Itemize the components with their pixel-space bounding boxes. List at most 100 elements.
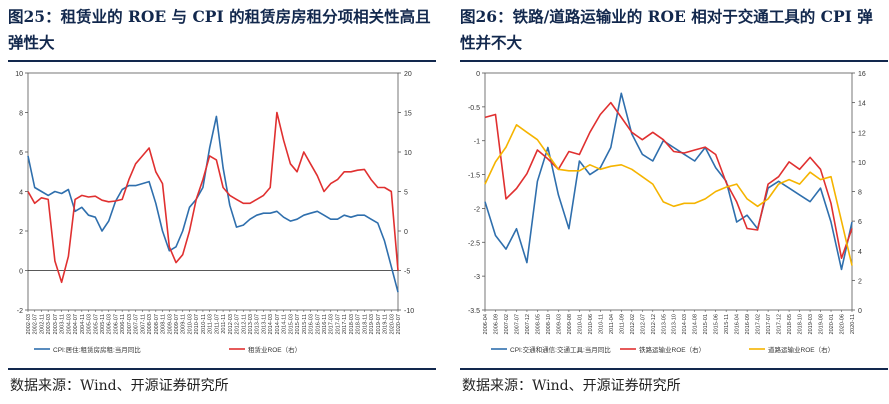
title-rule bbox=[460, 60, 888, 62]
x-tick-label: 2020-11 bbox=[850, 314, 856, 334]
right-tick-label: -5 bbox=[404, 269, 410, 276]
x-tick-label: 2006-03 bbox=[107, 314, 113, 335]
right-tick-label: 10 bbox=[858, 160, 866, 167]
left-tick-label: -2.5 bbox=[468, 240, 480, 247]
x-tick-label: 2015-07 bbox=[295, 314, 301, 335]
left-tick-label: -3 bbox=[474, 274, 480, 281]
x-tick-label: 2005-03 bbox=[87, 314, 93, 335]
left-tick-label: 4 bbox=[19, 190, 23, 197]
x-tick-label: 2020-03 bbox=[389, 314, 395, 335]
x-tick-label: 2019-03 bbox=[369, 314, 375, 335]
source-rule bbox=[8, 368, 436, 370]
x-tick-label: 2017-11 bbox=[342, 314, 348, 334]
x-tick-label: 2015-01 bbox=[703, 314, 709, 335]
x-tick-label: 2016-09 bbox=[745, 314, 751, 335]
x-tick-label: 2008-03 bbox=[147, 314, 153, 335]
x-tick-label: 2006-11 bbox=[120, 314, 126, 334]
left-tick-label: 10 bbox=[15, 71, 23, 78]
figure-26: 图26：铁路/道路运输业的 ROE 相对于交通工具的 CPI 弹性并不大 -3.… bbox=[452, 0, 889, 404]
plot-frame bbox=[484, 72, 853, 311]
figure-source: 数据来源：Wind、开源证券研究所 bbox=[10, 378, 229, 394]
x-tick-label: 2004-07 bbox=[73, 314, 79, 335]
x-tick-label: 2002-03 bbox=[26, 314, 32, 335]
left-tick-label: 8 bbox=[19, 111, 23, 118]
left-tick-label: -0.5 bbox=[468, 105, 480, 112]
right-tick-label: -10 bbox=[404, 308, 414, 315]
series-line-1 bbox=[27, 111, 399, 284]
x-tick-label: 2007-12 bbox=[525, 314, 531, 335]
figure-title: 图25：租赁业的 ROE 与 CPI 的租赁房房租分项相关性高且弹性大 bbox=[8, 7, 431, 52]
x-tick-label: 2018-05 bbox=[787, 314, 793, 335]
x-tick-label: 2010-11 bbox=[598, 314, 604, 334]
x-tick-label: 2007-02 bbox=[504, 314, 510, 335]
left-tick-label: 6 bbox=[19, 150, 23, 157]
series-line-0 bbox=[27, 115, 399, 293]
right-tick-label: 12 bbox=[858, 130, 866, 137]
x-tick-label: 2002-07 bbox=[33, 314, 39, 335]
x-tick-label: 2004-03 bbox=[66, 314, 72, 335]
x-tick-label: 2012-11 bbox=[241, 314, 247, 334]
x-tick-label: 2008-07 bbox=[154, 314, 160, 335]
x-tick-label: 2014-03 bbox=[682, 314, 688, 335]
x-tick-label: 2003-11 bbox=[60, 314, 66, 334]
legend-label: 道路运输业ROE（右） bbox=[768, 345, 834, 354]
left-tick-label: -3.5 bbox=[468, 308, 480, 315]
x-tick-label: 2013-05 bbox=[661, 314, 667, 335]
x-tick-label: 2007-11 bbox=[140, 314, 146, 334]
x-tick-label: 2016-11 bbox=[322, 314, 328, 334]
right-tick-label: 10 bbox=[404, 150, 412, 157]
x-tick-label: 2010-01 bbox=[577, 314, 583, 335]
x-tick-label: 2014-07 bbox=[275, 314, 281, 335]
right-tick-label: 20 bbox=[404, 71, 412, 78]
x-tick-label: 2016-07 bbox=[315, 314, 321, 335]
x-tick-label: 2018-07 bbox=[356, 314, 362, 335]
right-tick-label: 15 bbox=[404, 111, 412, 118]
series-line-1 bbox=[484, 101, 853, 259]
x-tick-label: 2006-04 bbox=[483, 314, 489, 335]
figure-title: 图26：铁路/道路运输业的 ROE 相对于交通工具的 CPI 弹性并不大 bbox=[460, 7, 873, 52]
x-tick-label: 2014-08 bbox=[693, 314, 699, 335]
x-tick-label: 2006-07 bbox=[113, 314, 119, 335]
x-tick-label: 2020-07 bbox=[396, 314, 402, 335]
x-tick-label: 2007-07 bbox=[134, 314, 140, 335]
x-tick-label: 2003-03 bbox=[46, 314, 52, 335]
left-tick-label: -2 bbox=[17, 308, 23, 315]
right-tick-label: 6 bbox=[858, 219, 862, 226]
x-tick-label: 2019-11 bbox=[383, 314, 389, 334]
x-tick-label: 2011-03 bbox=[208, 314, 214, 334]
x-tick-label: 2007-07 bbox=[514, 314, 520, 335]
rent-roe-chart: -2 0 2 4 6 8 10 -10 -5 0 5 10 15 20 2002-03 2002-07 2002… bbox=[15, 71, 414, 354]
x-tick-label: 2012-03 bbox=[228, 314, 234, 335]
left-tick-label: 0 bbox=[19, 269, 23, 276]
legend-label: CPI:交通和通信:交通工具:当月同比 bbox=[510, 345, 611, 354]
right-tick-label: 0 bbox=[858, 308, 862, 315]
left-tick-label: 2 bbox=[19, 229, 23, 236]
legend-label: CPI:居住:租赁房房租:当月同比 bbox=[53, 345, 141, 354]
x-tick-label: 2011-07 bbox=[214, 314, 220, 334]
x-tick-label: 2015-06 bbox=[714, 314, 720, 335]
x-tick-label: 2005-07 bbox=[93, 314, 99, 335]
x-tick-label: 2014-03 bbox=[268, 314, 274, 335]
x-tick-label: 2004-11 bbox=[80, 314, 86, 334]
x-tick-label: 2015-03 bbox=[288, 314, 294, 335]
x-tick-label: 2017-03 bbox=[329, 314, 335, 335]
x-tick-label: 2011-11 bbox=[221, 314, 227, 334]
left-tick-label: 0 bbox=[476, 71, 480, 78]
x-tick-label: 2009-03 bbox=[167, 314, 173, 335]
x-tick-label: 2006-09 bbox=[493, 314, 499, 335]
x-tick-label: 2016-03 bbox=[309, 314, 315, 335]
x-tick-label: 2019-07 bbox=[376, 314, 382, 335]
x-tick-label: 2012-12 bbox=[651, 314, 657, 335]
x-tick-label: 2015-11 bbox=[724, 314, 730, 334]
x-tick-label: 2020-06 bbox=[840, 314, 846, 335]
x-tick-label: 2012-07 bbox=[235, 314, 241, 335]
right-tick-label: 4 bbox=[858, 249, 862, 256]
left-tick-label: -2 bbox=[474, 206, 480, 213]
left-tick-label: -1 bbox=[474, 139, 480, 146]
series-line-0 bbox=[484, 92, 853, 271]
x-tick-label: 2012-07 bbox=[640, 314, 646, 335]
plot-frame bbox=[27, 72, 399, 311]
x-tick-label: 2019-08 bbox=[819, 314, 825, 335]
x-tick-label: 2018-03 bbox=[349, 314, 355, 335]
right-tick-label: 5 bbox=[404, 190, 408, 197]
